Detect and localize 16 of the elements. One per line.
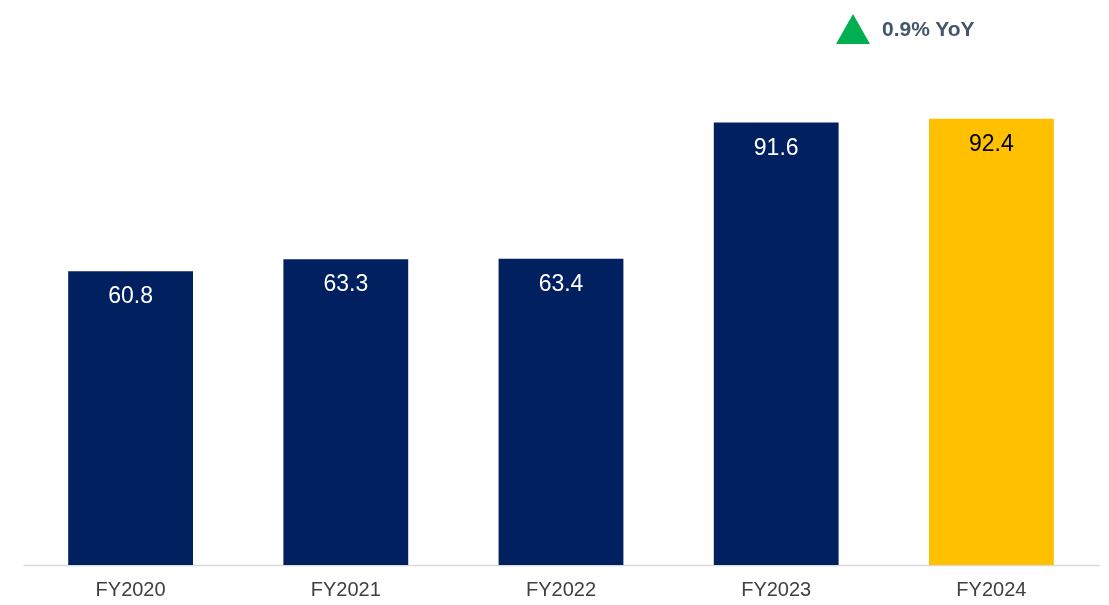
- data-label: 91.6: [753, 133, 799, 160]
- text: 0.9% YoY: [882, 17, 975, 41]
- bar: [498, 258, 624, 565]
- data-label: 63.3: [323, 270, 369, 297]
- data-label: 60.8: [108, 282, 153, 309]
- bar: [713, 122, 839, 565]
- data-label: 92.4: [969, 129, 1014, 156]
- bar: [283, 259, 409, 565]
- x-tick-label: FY2022: [525, 577, 597, 600]
- data-label: 63.4: [538, 269, 584, 296]
- x-tick-label: FY2024: [956, 577, 1027, 600]
- bar: [68, 271, 194, 565]
- x-tick-label: FY2023: [741, 577, 812, 600]
- x-tick-label: FY2020: [95, 577, 166, 600]
- bar: [928, 118, 1054, 565]
- x-tick-label: FY2021: [310, 577, 381, 600]
